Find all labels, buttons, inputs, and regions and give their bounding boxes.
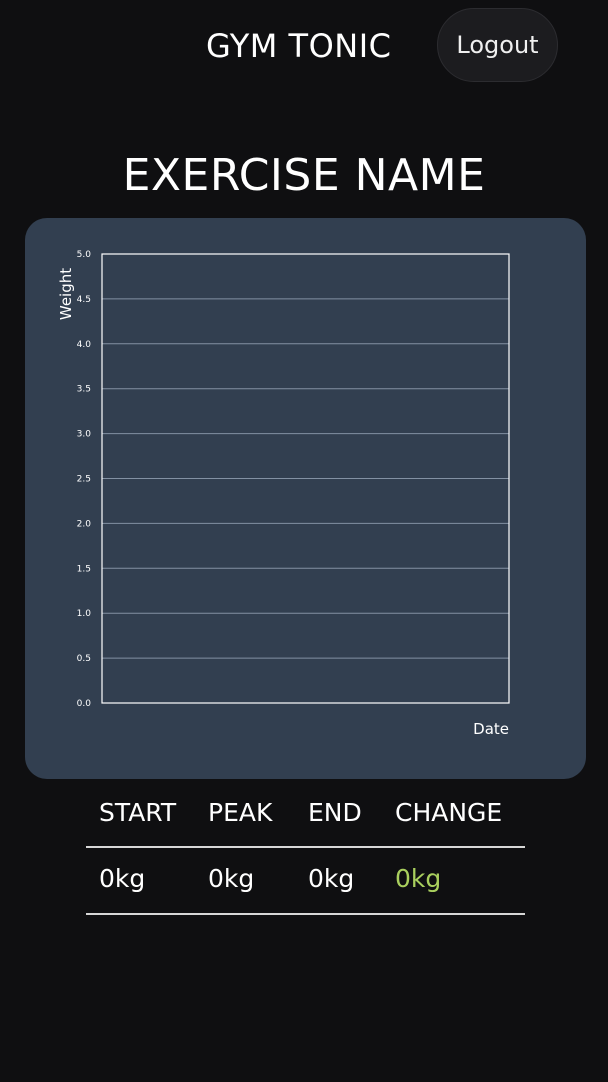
app-header: GYM TONIC Logout bbox=[0, 0, 608, 92]
y-tick-label: 1.5 bbox=[77, 564, 91, 574]
app-brand: GYM TONIC bbox=[206, 27, 392, 65]
stats-header-row: START PEAK END CHANGE bbox=[86, 790, 525, 846]
stats-divider-bottom bbox=[86, 913, 525, 915]
y-tick-label: 4.0 bbox=[77, 340, 92, 350]
y-tick-label: 2.0 bbox=[77, 519, 92, 529]
y-tick-label: 5.0 bbox=[77, 250, 92, 260]
y-tick-label: 4.5 bbox=[77, 295, 91, 305]
stats-header-peak: PEAK bbox=[208, 798, 273, 827]
stats-header-change: CHANGE bbox=[395, 798, 503, 827]
stats-header-start: START bbox=[99, 798, 177, 827]
stats-value-row: 0kg 0kg 0kg 0kg bbox=[86, 848, 525, 914]
stats-value-peak: 0kg bbox=[208, 864, 255, 893]
y-tick-label: 3.0 bbox=[77, 430, 92, 440]
y-tick-label: 2.5 bbox=[77, 475, 91, 485]
stats-header-end: END bbox=[308, 798, 362, 827]
y-tick-label: 1.0 bbox=[77, 609, 92, 619]
stats-value-change: 0kg bbox=[395, 864, 442, 893]
y-axis-label: Weight bbox=[57, 268, 75, 320]
chart-card: 0.0 0.5 1.0 1.5 2.0 2.5 3.0 3.5 4.0 4.5 5.0 Weight D… bbox=[25, 218, 586, 779]
x-axis-label: Date bbox=[473, 720, 509, 738]
y-tick-label: 3.5 bbox=[77, 385, 91, 395]
y-tick-label: 0.0 bbox=[77, 699, 92, 709]
y-tick-label: 0.5 bbox=[77, 654, 91, 664]
logout-button[interactable]: Logout bbox=[437, 8, 558, 82]
plot-frame bbox=[101, 253, 510, 704]
page-title: EXERCISE NAME bbox=[122, 150, 486, 201]
stats-value-end: 0kg bbox=[308, 864, 355, 893]
stats-value-start: 0kg bbox=[99, 864, 146, 893]
stats-divider-top bbox=[86, 846, 525, 848]
